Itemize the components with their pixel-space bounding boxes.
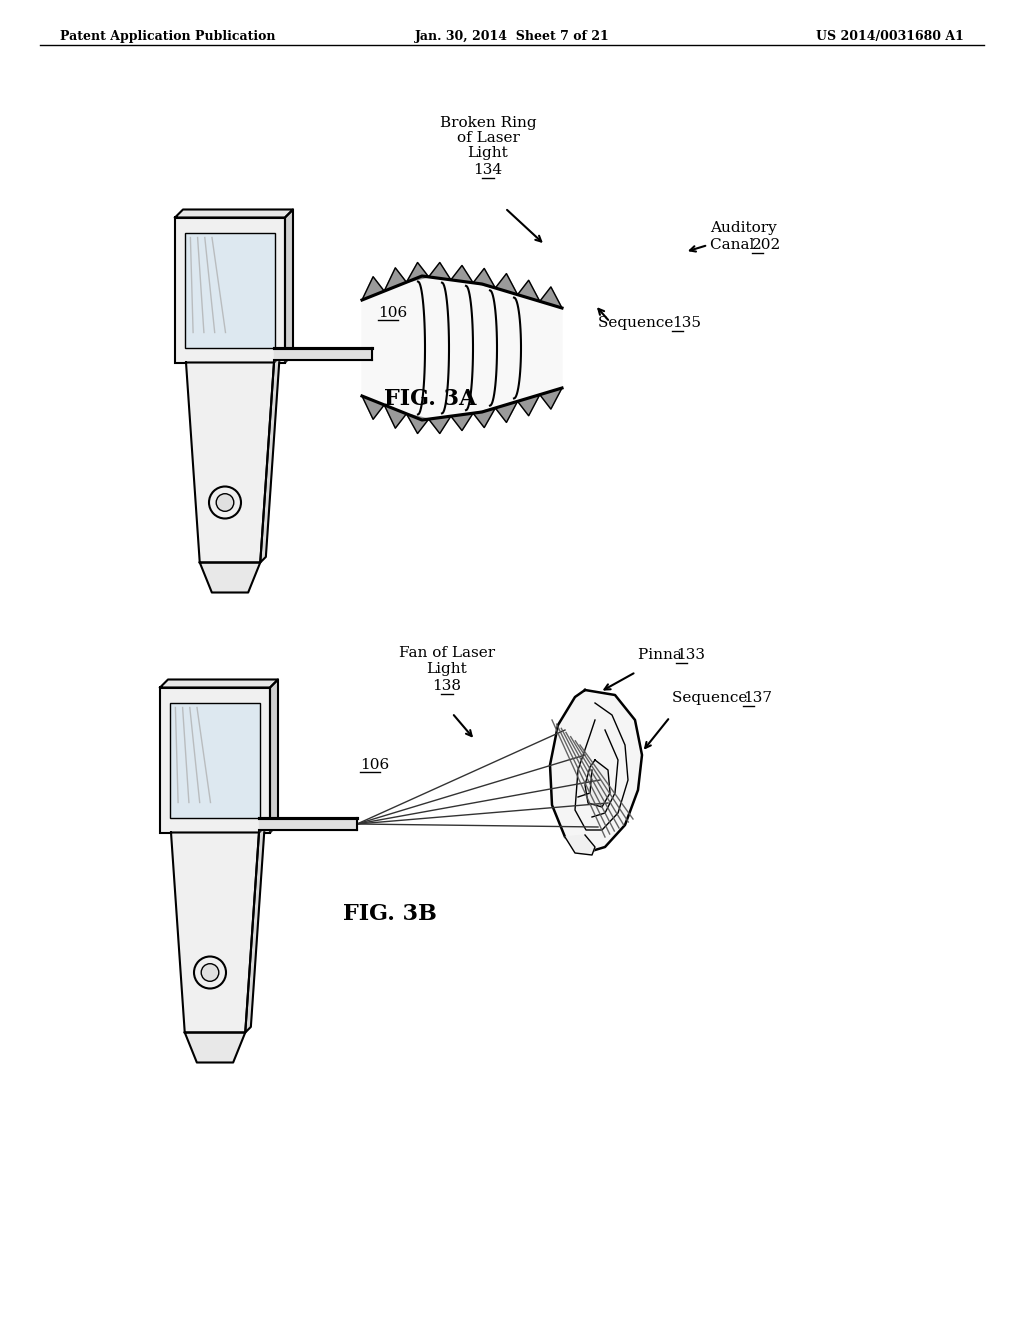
Polygon shape	[270, 680, 278, 833]
Bar	[175, 218, 285, 363]
Text: 106: 106	[378, 306, 408, 319]
Polygon shape	[496, 401, 517, 422]
Polygon shape	[550, 690, 642, 853]
Circle shape	[209, 487, 241, 519]
Polygon shape	[362, 396, 384, 420]
Text: Light: Light	[468, 147, 508, 160]
Polygon shape	[384, 405, 407, 428]
Text: Jan. 30, 2014  Sheet 7 of 21: Jan. 30, 2014 Sheet 7 of 21	[415, 30, 609, 44]
Polygon shape	[285, 210, 293, 363]
Polygon shape	[473, 268, 496, 288]
Polygon shape	[540, 388, 562, 409]
Text: 137: 137	[743, 690, 772, 705]
Text: 106: 106	[360, 758, 389, 772]
Polygon shape	[259, 818, 357, 830]
Polygon shape	[429, 416, 451, 433]
Text: Auditory: Auditory	[710, 220, 777, 235]
Text: Sequence: Sequence	[598, 315, 678, 330]
Polygon shape	[496, 273, 517, 294]
Polygon shape	[246, 826, 264, 1032]
Bar	[160, 688, 270, 833]
Text: FIG. 3A: FIG. 3A	[384, 388, 476, 411]
Polygon shape	[362, 277, 384, 300]
Text: Pinna: Pinna	[638, 648, 687, 663]
Polygon shape	[384, 268, 407, 292]
Text: US 2014/0031680 A1: US 2014/0031680 A1	[816, 30, 964, 44]
Polygon shape	[451, 265, 473, 282]
Circle shape	[216, 494, 233, 511]
Polygon shape	[585, 760, 610, 807]
Text: FIG. 3B: FIG. 3B	[343, 903, 437, 925]
Text: 135: 135	[672, 315, 701, 330]
Text: 133: 133	[676, 648, 705, 663]
Polygon shape	[171, 833, 259, 1032]
Circle shape	[201, 964, 219, 981]
Polygon shape	[517, 395, 540, 416]
Text: of Laser: of Laser	[457, 131, 519, 145]
Text: 134: 134	[473, 162, 503, 177]
Polygon shape	[186, 363, 274, 562]
Text: Light: Light	[427, 663, 467, 676]
Bar	[170, 702, 260, 817]
Text: Sequence: Sequence	[672, 690, 753, 705]
Circle shape	[194, 957, 226, 989]
Polygon shape	[429, 263, 451, 280]
Text: 202: 202	[752, 238, 781, 252]
Polygon shape	[407, 413, 429, 433]
Polygon shape	[175, 210, 293, 218]
Polygon shape	[407, 263, 429, 282]
Text: 138: 138	[432, 678, 462, 693]
Polygon shape	[473, 408, 496, 428]
Polygon shape	[260, 356, 280, 562]
Polygon shape	[184, 1032, 246, 1063]
Polygon shape	[160, 680, 278, 688]
Polygon shape	[362, 276, 562, 420]
Polygon shape	[451, 413, 473, 430]
Polygon shape	[565, 836, 595, 855]
Polygon shape	[540, 286, 562, 308]
Text: Patent Application Publication: Patent Application Publication	[60, 30, 275, 44]
Polygon shape	[274, 348, 372, 360]
Text: Fan of Laser: Fan of Laser	[399, 645, 495, 660]
Text: Broken Ring: Broken Ring	[439, 116, 537, 129]
Polygon shape	[517, 280, 540, 301]
Text: Canal: Canal	[710, 238, 759, 252]
Bar	[185, 232, 275, 347]
Polygon shape	[200, 562, 260, 593]
